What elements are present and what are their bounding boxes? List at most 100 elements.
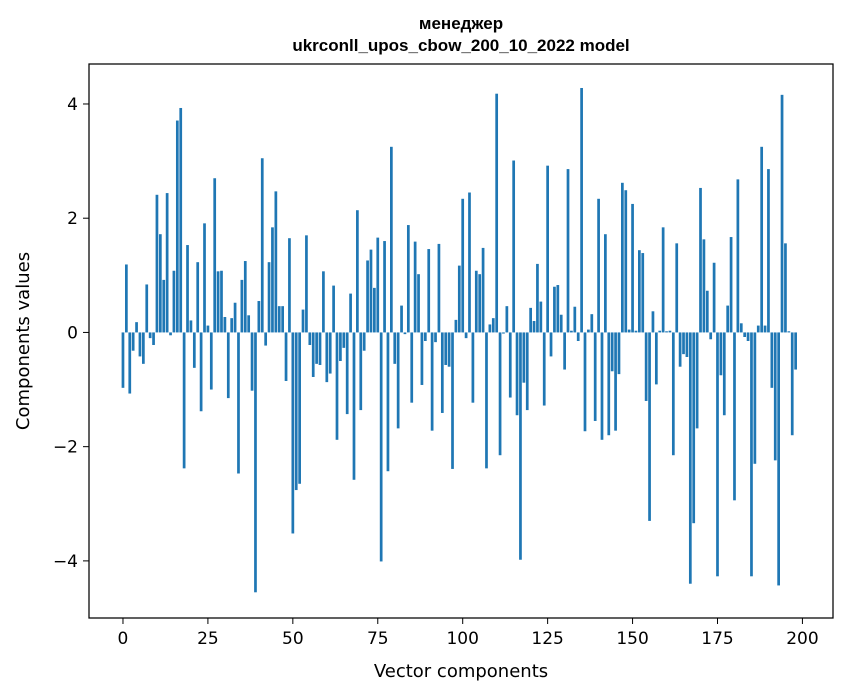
bar-component-117 xyxy=(519,332,522,560)
bar-component-91 xyxy=(430,332,434,431)
bar-component-69 xyxy=(356,210,359,333)
bar-component-135 xyxy=(580,87,583,333)
bar-component-86 xyxy=(413,241,417,333)
x-tick-label: 50 xyxy=(282,629,304,649)
bar-component-169 xyxy=(695,332,699,429)
bar-component-75 xyxy=(376,237,380,333)
bar-component-161 xyxy=(668,330,672,333)
bar-component-153 xyxy=(641,253,645,333)
bar-component-50 xyxy=(291,332,295,534)
bar-component-174 xyxy=(712,262,716,333)
bar-component-43 xyxy=(267,262,271,333)
bar-component-107 xyxy=(485,332,488,469)
bar-component-140 xyxy=(597,198,600,333)
x-tick-label: 200 xyxy=(786,629,818,649)
bar-component-29 xyxy=(220,270,223,333)
bar-component-196 xyxy=(787,331,791,333)
bar-component-165 xyxy=(682,332,685,355)
bar-component-138 xyxy=(590,314,594,333)
bar-component-112 xyxy=(502,332,505,334)
bar-component-134 xyxy=(576,332,580,341)
bar-component-80 xyxy=(393,332,397,364)
bar-component-136 xyxy=(583,332,587,432)
bar-component-150 xyxy=(631,203,634,333)
bar-component-151 xyxy=(634,330,638,333)
bar-component-72 xyxy=(366,260,369,333)
bar-component-21 xyxy=(192,332,196,368)
bar-component-191 xyxy=(770,332,774,388)
bar-component-109 xyxy=(491,318,495,333)
bar-component-149 xyxy=(627,329,631,333)
x-axis-label: Vector components xyxy=(374,661,548,682)
bar-component-131 xyxy=(566,169,570,333)
bar-component-89 xyxy=(423,332,427,341)
bar-component-95 xyxy=(444,332,448,365)
bar-component-46 xyxy=(277,306,281,333)
bar-component-111 xyxy=(498,332,502,456)
bar-component-82 xyxy=(400,305,403,333)
bar-component-137 xyxy=(587,329,590,333)
bar-component-56 xyxy=(311,332,315,377)
bar-component-195 xyxy=(784,243,787,333)
bar-component-145 xyxy=(614,332,617,431)
bar-component-113 xyxy=(505,306,509,333)
bar-component-62 xyxy=(332,285,335,333)
bar-component-6 xyxy=(142,332,145,364)
bar-component-66 xyxy=(345,332,349,415)
x-tick-label: 125 xyxy=(531,629,563,649)
y-axis-ticks: −4 −2 0 2 4 xyxy=(53,95,89,572)
bar-component-7 xyxy=(145,284,149,333)
bar-component-77 xyxy=(383,241,386,333)
bar-component-142 xyxy=(604,234,607,333)
bar-component-40 xyxy=(257,301,261,333)
bar-component-183 xyxy=(743,332,747,337)
bar-component-187 xyxy=(756,325,760,333)
bar-component-12 xyxy=(162,279,166,333)
bar-component-63 xyxy=(335,332,339,440)
chart-title-line1: менеджер xyxy=(419,14,503,33)
bar-component-186 xyxy=(753,332,757,464)
bar-component-190 xyxy=(767,169,770,333)
bar-component-93 xyxy=(437,243,441,333)
x-tick-label: 175 xyxy=(701,629,733,649)
bar-component-70 xyxy=(359,332,363,411)
bar-component-85 xyxy=(410,332,414,403)
bar-component-129 xyxy=(559,314,563,333)
bar-component-9 xyxy=(152,332,155,345)
bar-component-115 xyxy=(512,160,516,333)
bar-component-34 xyxy=(237,332,240,474)
bar-component-26 xyxy=(209,332,213,390)
x-tick-label: 100 xyxy=(446,629,478,649)
bar-component-172 xyxy=(705,290,709,333)
bar-component-99 xyxy=(457,265,461,333)
bar-component-58 xyxy=(318,332,322,365)
bar-component-22 xyxy=(196,262,200,333)
bar-component-54 xyxy=(305,235,308,333)
bar-component-18 xyxy=(182,332,186,469)
bar-component-96 xyxy=(447,332,451,367)
x-tick-label: 75 xyxy=(367,629,389,649)
bar-component-105 xyxy=(478,274,482,333)
bar-component-31 xyxy=(226,332,230,399)
bar-component-128 xyxy=(556,285,560,333)
bar-component-176 xyxy=(719,332,723,376)
bar-component-143 xyxy=(607,332,611,436)
bar-component-185 xyxy=(750,332,753,577)
bar-component-170 xyxy=(699,187,702,333)
chart-title-line2: ukrconll_upos_cbow_200_10_2022 model xyxy=(292,36,629,55)
bar-component-175 xyxy=(716,332,719,577)
bar-component-71 xyxy=(362,332,366,351)
bar-component-14 xyxy=(169,332,172,336)
bar-component-16 xyxy=(175,120,179,333)
bar-component-61 xyxy=(328,332,332,374)
bar-component-45 xyxy=(274,191,278,333)
bar-component-27 xyxy=(213,178,217,333)
bar-component-59 xyxy=(322,271,325,333)
bar-component-52 xyxy=(298,332,301,484)
bar-component-28 xyxy=(216,271,220,333)
bar-component-132 xyxy=(570,330,573,333)
bar-component-168 xyxy=(692,332,696,524)
bar-component-106 xyxy=(481,247,485,333)
bar-component-160 xyxy=(665,331,668,333)
